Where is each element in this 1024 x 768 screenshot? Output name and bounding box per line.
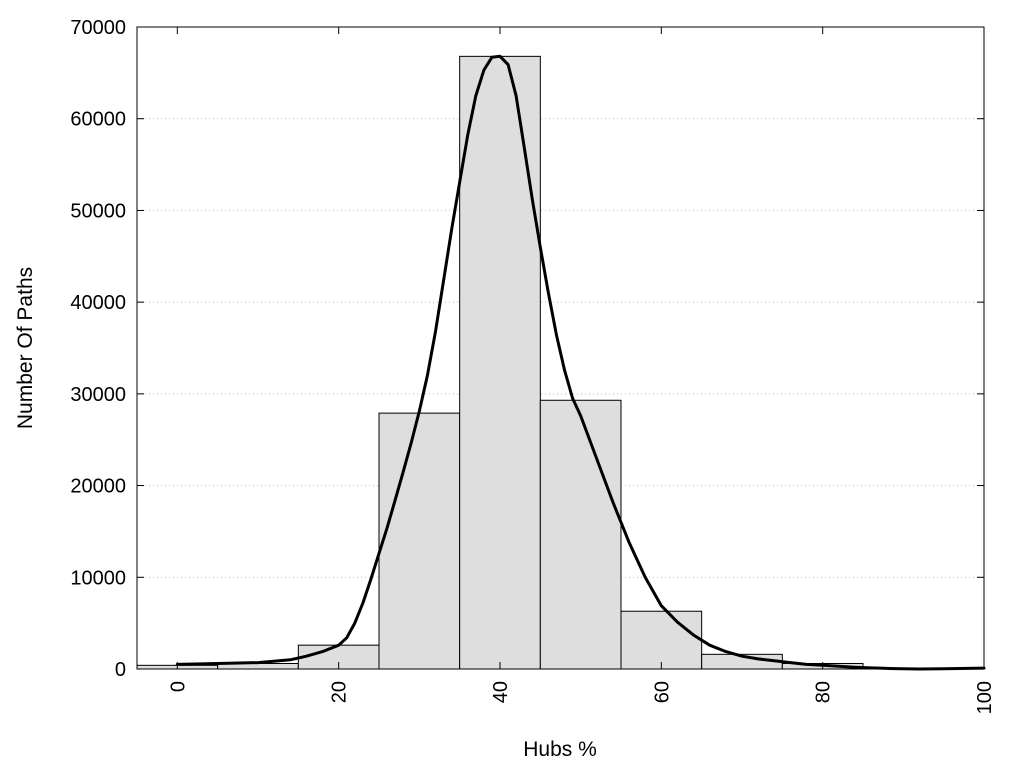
histogram-bar [539,399,622,670]
x-axis-ticks: 0 20 40 60 80 100 [167,27,996,714]
density-curve [175,54,986,671]
y-tick-label: 50000 [70,200,126,222]
histogram-bar [459,55,541,670]
y-tick-label: 70000 [70,17,126,39]
x-tick-label: 40 [490,681,512,703]
y-tick-label: 0 [115,659,126,681]
x-tick-label: 100 [974,681,996,714]
y-tick-label: 20000 [70,476,126,498]
y-tick-label: 40000 [70,292,126,314]
x-tick-label: 20 [329,681,351,703]
x-tick-label: 0 [167,681,189,692]
y-tick-label: 10000 [70,567,126,589]
plot-area-frame [136,26,985,670]
y-tick-label: 60000 [70,109,126,131]
x-tick-label: 60 [651,681,673,703]
histogram-bar [620,610,703,670]
y-axis-title: Number Of Paths [14,267,37,429]
x-axis-title: Hubs % [523,738,597,761]
y-tick-label: 30000 [70,384,126,406]
x-tick-label: 80 [813,681,835,703]
y-axis-ticks: 0 10000 20000 30000 40000 50000 60000 70000 [70,17,984,681]
histogram-bar [378,412,461,670]
density-curve-line [175,54,986,671]
